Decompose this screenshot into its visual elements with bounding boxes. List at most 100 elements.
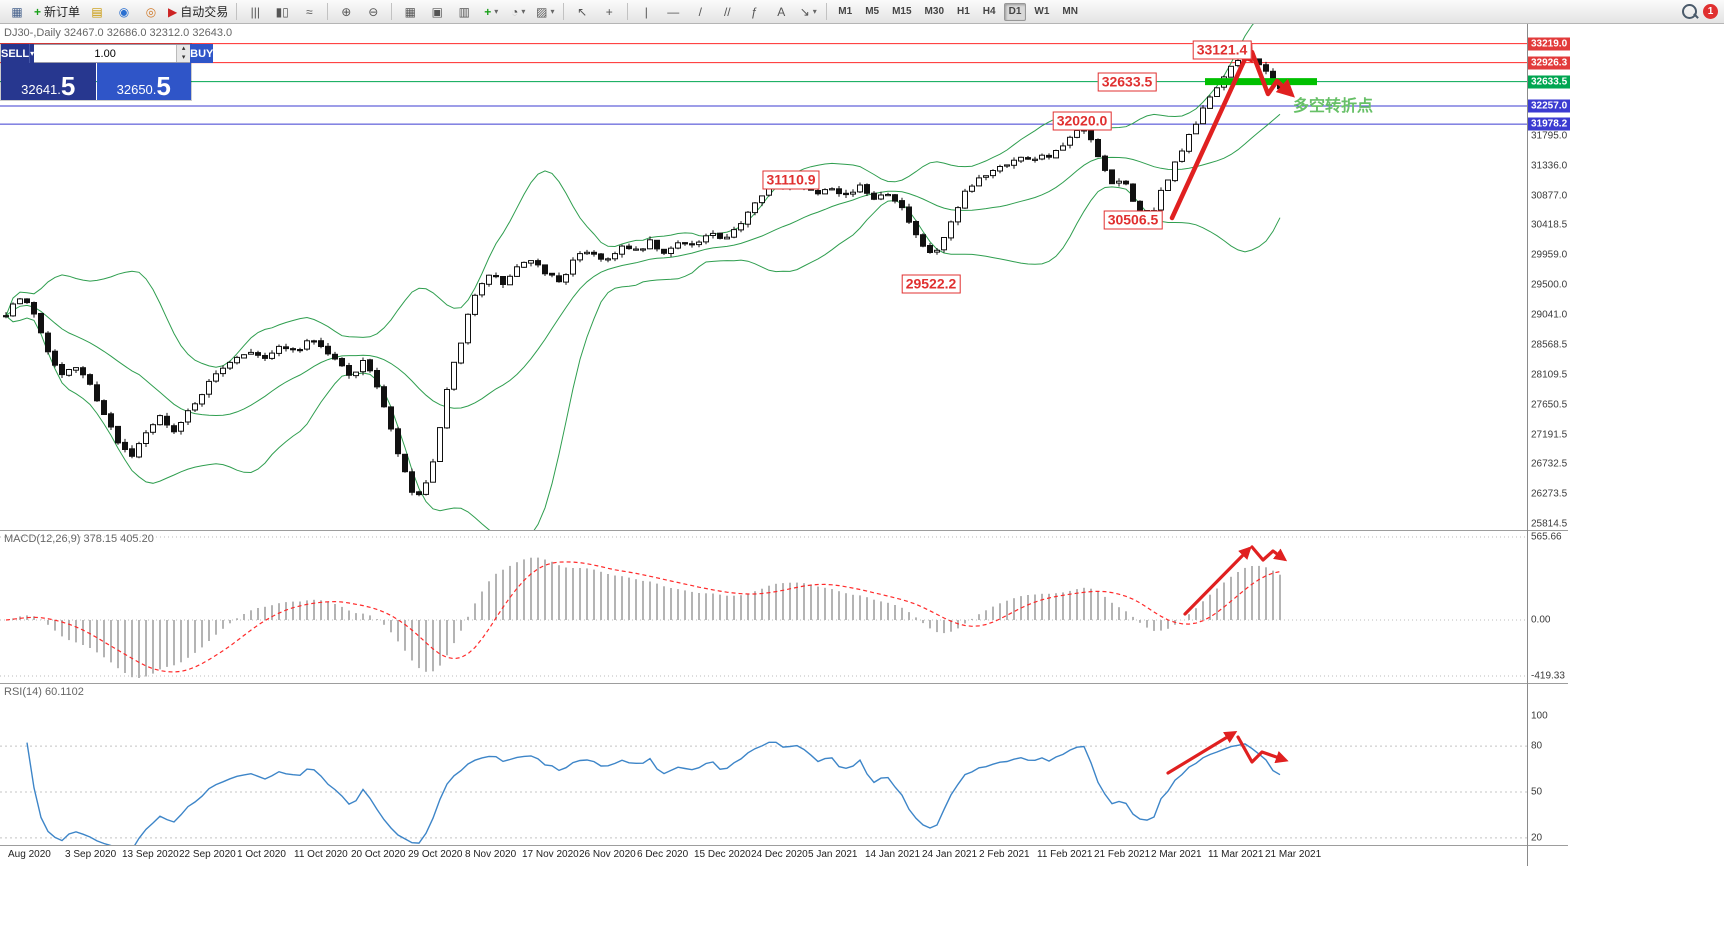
- vertical-line-icon: |: [644, 4, 648, 19]
- bar-chart-icon: |||: [250, 4, 260, 19]
- timeframe-h1[interactable]: H1: [957, 5, 970, 17]
- volume-stepper: ▴ ▾: [176, 45, 191, 62]
- time-axis-label: 8 Nov 2020: [465, 849, 517, 860]
- price-axis-label: 26273.5: [1531, 488, 1568, 500]
- line-chart-icon: ≈: [305, 4, 313, 19]
- cursor-button[interactable]: ↖: [569, 2, 595, 22]
- timeframe-m30[interactable]: M30: [924, 5, 944, 17]
- volume-preset-dropdown[interactable]: ▾: [29, 44, 35, 63]
- timeframe-d1[interactable]: D1: [1003, 2, 1027, 21]
- price-axis-label: 26732.5: [1531, 458, 1568, 470]
- indicators-button[interactable]: + ▾: [478, 2, 504, 22]
- toolbar-separator: [391, 3, 393, 20]
- indicators-icon: +: [484, 4, 492, 19]
- macd-indicator-panel[interactable]: [0, 530, 1527, 683]
- tile-windows-icon: ▦: [404, 4, 416, 19]
- horizontal-line-button[interactable]: —: [660, 2, 686, 22]
- trendline-button[interactable]: /: [687, 2, 713, 22]
- buy-price[interactable]: 32650. 5: [96, 63, 191, 100]
- timeframe-h4[interactable]: H4: [982, 5, 996, 17]
- time-axis-label: 13 Sep 2020: [122, 849, 179, 860]
- time-axis-label: 21 Mar 2021: [1265, 849, 1322, 860]
- line-chart-button[interactable]: ≈: [296, 2, 322, 22]
- volume-increase-button[interactable]: ▴: [177, 45, 191, 54]
- vertical-line-button[interactable]: |: [633, 2, 659, 22]
- channel-icon: //: [723, 4, 731, 19]
- sell-price[interactable]: 32641. 5: [1, 63, 96, 100]
- time-axis-label: 14 Jan 2021: [865, 849, 921, 860]
- arrows-tool-button[interactable]: ↘ ▾: [795, 2, 821, 22]
- rsi-indicator-panel[interactable]: [0, 683, 1527, 845]
- rsi-axis-label: 80: [1531, 740, 1543, 752]
- chart-symbol-header: DJ30-,Daily 32467.0 32686.0 32312.0 3264…: [4, 27, 233, 39]
- rsi-axis-label: 20: [1531, 832, 1543, 844]
- zoom-out-button[interactable]: ⊖: [360, 2, 386, 22]
- bar-chart-button[interactable]: |||: [242, 2, 268, 22]
- layouts-button[interactable]: ▤: [84, 2, 110, 22]
- time-axis-label: 24 Jan 2021: [922, 849, 978, 860]
- candlestick-chart-button[interactable]: ▮▯: [269, 2, 295, 22]
- periods-button[interactable]: ◔ ▾: [505, 2, 531, 22]
- profile-button[interactable]: ◉: [111, 2, 137, 22]
- notification-badge[interactable]: 1: [1703, 4, 1718, 19]
- channel-button[interactable]: //: [714, 2, 740, 22]
- chart-window-icon: ▦: [11, 4, 23, 19]
- layouts-icon: ▤: [91, 4, 103, 19]
- text-label-button[interactable]: A: [768, 2, 794, 22]
- toolbar-separator: [563, 3, 565, 20]
- toolbar-separator: [826, 3, 828, 20]
- shift-chart-button[interactable]: ▥: [451, 2, 477, 22]
- time-axis-label: 1 Oct 2020: [237, 849, 286, 860]
- price-axis-label: 30877.0: [1531, 190, 1568, 202]
- macd-header: MACD(12,26,9) 378.15 405.20: [4, 533, 154, 545]
- volume-field-group: ▴ ▾: [34, 44, 191, 63]
- price-axis-label: 29959.0: [1531, 249, 1568, 261]
- arrange-windows-button[interactable]: ▣: [424, 2, 450, 22]
- price-axis-label: 27191.5: [1531, 429, 1568, 441]
- new-order-button[interactable]: + 新订单: [31, 2, 83, 22]
- panel-separator[interactable]: [0, 530, 1568, 531]
- trendline-icon: /: [698, 4, 702, 19]
- community-button[interactable]: ◎: [138, 2, 164, 22]
- volume-decrease-button[interactable]: ▾: [177, 53, 191, 62]
- chevron-down-icon: ▾: [30, 49, 35, 58]
- chevron-down-icon: ▾: [494, 7, 499, 16]
- auto-trading-button[interactable]: ▶ 自动交易: [165, 2, 231, 22]
- chevron-down-icon: ▾: [521, 7, 526, 16]
- search-icon[interactable]: [1682, 4, 1697, 19]
- buy-button[interactable]: BUY: [190, 44, 214, 63]
- macd-axis-label: -419.33: [1531, 670, 1565, 682]
- timeframe-m15[interactable]: M15: [892, 5, 912, 17]
- timeframe-m1[interactable]: M1: [838, 5, 853, 17]
- sell-button[interactable]: SELL: [1, 44, 30, 63]
- macd-signal-line: [5, 561, 1281, 673]
- auto-trading-button-label: 自动交易: [180, 5, 229, 19]
- templates-button[interactable]: ▨ ▾: [532, 2, 558, 22]
- panel-separator[interactable]: [0, 683, 1568, 684]
- bollinger-bands: [5, 24, 1281, 530]
- profile-icon: ◉: [118, 4, 130, 19]
- candlestick-chart-icon: ▮▯: [275, 4, 289, 19]
- toolbar-right-group: 1: [1682, 4, 1720, 19]
- macd-histogram: [12, 557, 1281, 678]
- macd-axis-label: 0.00: [1531, 614, 1551, 626]
- time-axis-label: 2 Mar 2021: [1151, 849, 1202, 860]
- timeframe-w1[interactable]: W1: [1034, 5, 1050, 17]
- crosshair-button[interactable]: +: [596, 2, 622, 22]
- price-axis-badge: 31978.2: [1528, 117, 1571, 131]
- main-price-chart[interactable]: [0, 24, 1527, 530]
- chart-window-button[interactable]: ▦: [4, 2, 30, 22]
- time-axis-label: 6 Dec 2020: [637, 849, 689, 860]
- tile-windows-button[interactable]: ▦: [397, 2, 423, 22]
- zoom-in-button[interactable]: ⊕: [333, 2, 359, 22]
- timeframe-mn[interactable]: MN: [1062, 5, 1078, 17]
- time-axis-label: 21 Feb 2021: [1094, 849, 1151, 860]
- fibonacci-button[interactable]: ƒ: [741, 2, 767, 22]
- volume-input[interactable]: [34, 45, 177, 62]
- rsi-axis-label: 100: [1531, 710, 1548, 721]
- timeframe-m5[interactable]: M5: [865, 5, 880, 17]
- one-click-trading-panel: SELL ▾ ▴ ▾ BUY 32641.5 32650.5: [1, 44, 214, 100]
- trend-arrows: [1166, 731, 1289, 775]
- toolbar-separator: [236, 3, 238, 20]
- price-axis-label: 28109.5: [1531, 369, 1568, 381]
